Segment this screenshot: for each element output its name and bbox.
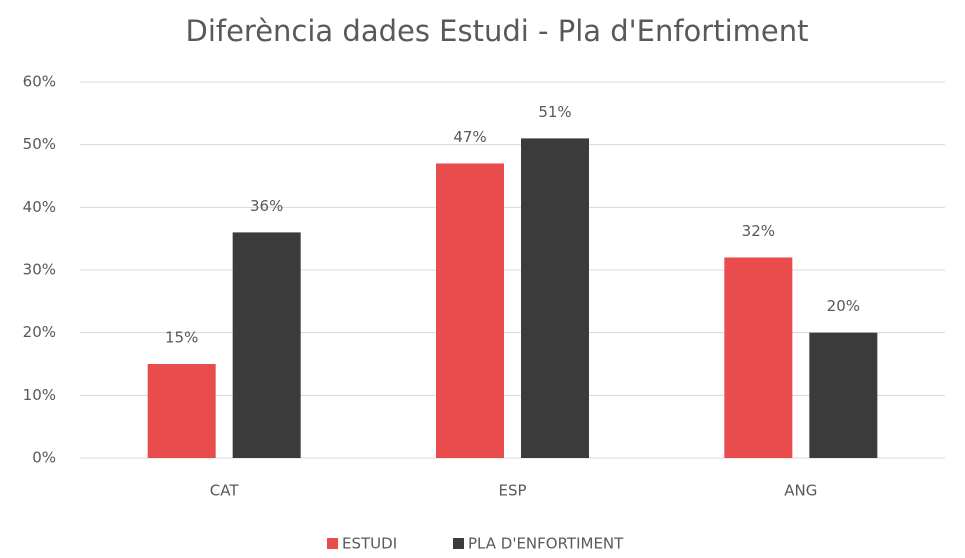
data-label: 36% xyxy=(250,197,283,215)
x-tick-label: CAT xyxy=(210,482,240,500)
data-label: 15% xyxy=(165,329,198,347)
y-tick-label: 50% xyxy=(23,135,56,153)
data-label: 47% xyxy=(453,128,486,146)
legend-label: ESTUDI xyxy=(342,535,397,553)
y-tick-label: 0% xyxy=(32,449,56,467)
y-tick-label: 10% xyxy=(23,386,56,404)
data-label: 51% xyxy=(538,103,571,121)
y-tick-label: 20% xyxy=(23,323,56,341)
chart-title: Diferència dades Estudi - Pla d'Enfortim… xyxy=(185,14,808,48)
legend-swatch xyxy=(327,538,338,549)
bar xyxy=(724,257,793,458)
bar xyxy=(232,232,301,458)
legend-label: PLA D'ENFORTIMENT xyxy=(468,535,624,553)
y-tick-label: 40% xyxy=(23,198,56,216)
x-tick-label: ANG xyxy=(784,482,817,500)
y-tick-label: 30% xyxy=(23,261,56,279)
legend-swatch xyxy=(453,538,464,549)
x-tick-label: ESP xyxy=(498,482,526,500)
bar xyxy=(147,364,216,458)
y-tick-label: 60% xyxy=(23,73,56,91)
bar xyxy=(436,163,504,458)
bar xyxy=(521,138,589,458)
data-label: 20% xyxy=(827,297,860,315)
bar xyxy=(809,332,878,458)
data-label: 32% xyxy=(742,222,775,240)
